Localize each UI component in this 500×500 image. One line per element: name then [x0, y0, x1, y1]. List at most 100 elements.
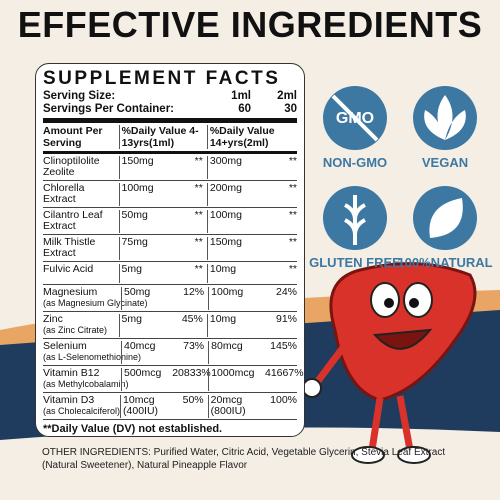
serving-value: 1ml — [231, 90, 251, 102]
ingredient-source: (as Methylcobalamin) — [43, 379, 129, 389]
ingredient-source: (as Cholecalciferol) — [43, 406, 121, 416]
amount-cell: 10mg — [206, 313, 266, 337]
dv-cell: 100% — [270, 393, 297, 406]
amount-cell: 50mg — [121, 286, 174, 310]
dv-cell: 45% — [181, 312, 203, 325]
dv-cell: ** — [288, 154, 297, 167]
serving-info: Serving Size: 1ml 2ml Servings Per Containe… — [43, 90, 297, 116]
serving-value: 30 — [284, 103, 297, 115]
amount-cell: 5mg — [118, 313, 172, 337]
amount-cell: 40mcg — [121, 340, 174, 364]
dv-cell: 50% — [182, 393, 204, 406]
facts-row: Cilantro Leaf Extract 50mg ** 100mg ** — [43, 208, 297, 235]
ingredient-name: Chlorella Extract — [43, 181, 85, 205]
dv-cell: 24% — [275, 285, 297, 298]
facts-row: Fulvic Acid 5mg ** 10mg ** — [43, 262, 297, 285]
ingredient-cell: Magnesium (as Magnesium Glycinate) — [43, 285, 148, 310]
dv-cell: ** — [288, 262, 297, 275]
ingredient-cell: Fulvic Acid — [43, 262, 119, 283]
other-ingredients: OTHER INGREDIENTS: Purified Water, Citri… — [42, 447, 446, 471]
serving-value: 2ml — [277, 90, 297, 102]
badge-label: 100%NATURAL — [397, 255, 493, 270]
amount-cell: 300mg — [206, 155, 266, 179]
dv-cell: ** — [288, 208, 297, 221]
header-cell: %Daily Value 14+yrs(2ml) — [206, 125, 297, 149]
ingredient-cell: Milk Thistle Extract — [43, 235, 119, 260]
ingredient-cell: Clinoptilolite Zeolite — [43, 154, 119, 179]
ingredient-cell: Selenium (as L-Selenomethionine) — [43, 339, 142, 364]
dv-cell: 73% — [183, 339, 205, 352]
facts-row: Vitamin B12 (as Methylcobalamin) 500mcg 208… — [43, 366, 304, 393]
ingredient-name: Milk Thistle Extract — [43, 235, 96, 259]
table-header: Amount Per Serving %Daily Value 4-13yrs(… — [43, 123, 297, 154]
facts-row: Selenium (as L-Selenomethionine) 40mcg 73% 8… — [43, 339, 297, 366]
header-cell: %Daily Value 4-13yrs(1ml) — [118, 125, 207, 149]
amount-cell: 100mg — [206, 209, 266, 233]
facts-row: Milk Thistle Extract 75mg ** 150mg ** — [43, 235, 297, 262]
title: EFFECTIVE INGREDIENTS — [17, 4, 483, 45]
amount-cell: 200mg — [206, 182, 266, 206]
dv-cell: 91% — [275, 312, 297, 325]
serving-row: Serving Size: 1ml 2ml — [43, 90, 297, 103]
amount-cell: 50mg — [118, 209, 172, 233]
facts-panel: SUPPLEMENT FACTS Serving Size: 1ml 2ml Serv… — [35, 63, 305, 437]
ingredient-source: (as Magnesium Glycinate) — [43, 298, 148, 308]
amount-cell: 100mg — [208, 286, 266, 310]
serving-label: Servings Per Container: — [43, 103, 175, 115]
badge-icons: GMO — [323, 86, 477, 250]
ingredient-source: (as Zinc Citrate) — [43, 325, 108, 335]
dv-cell: 20833% — [172, 366, 211, 379]
ingredient-cell: Vitamin D3 (as Cholecalciferol) — [43, 393, 121, 418]
ingredient-source: (as L-Selenomethionine) — [43, 352, 142, 362]
ingredient-name: Vitamin D3 — [43, 393, 95, 406]
dv-cell: 145% — [270, 339, 297, 352]
badge-label: VEGAN — [421, 155, 469, 170]
facts-row: Clinoptilolite Zeolite 150mg ** 300mg ** — [43, 154, 297, 181]
dv-cell: 41667% — [265, 366, 304, 379]
divider — [43, 118, 297, 123]
facts-row: Chlorella Extract 100mg ** 200mg ** — [43, 181, 297, 208]
ingredient-name: Selenium — [43, 339, 87, 352]
dv-cell: ** — [288, 181, 297, 194]
footnote: **Daily Value (DV) not established. — [43, 423, 223, 435]
serving-value: 60 — [238, 103, 251, 115]
ingredient-cell: Vitamin B12 (as Methylcobalamin) — [43, 366, 129, 391]
dv-cell: ** — [194, 181, 203, 194]
serving-label: Serving Size: — [43, 90, 116, 102]
dv-cell: ** — [194, 262, 203, 275]
ingredient-cell: Cilantro Leaf Extract — [43, 208, 119, 233]
facts-row: Magnesium (as Magnesium Glycinate) 50mg 12%… — [43, 285, 297, 312]
amount-cell: 75mg — [118, 236, 172, 260]
amount-cell: 80mcg — [208, 340, 266, 364]
badge-label: NON-GMO — [322, 155, 388, 170]
dv-cell: ** — [194, 235, 203, 248]
dv-cell: 12% — [183, 285, 205, 298]
amount-cell: 10mcg (400IU) — [120, 394, 173, 418]
facts-row: Vitamin D3 (as Cholecalciferol) 10mcg (400… — [43, 393, 297, 420]
ingredient-name: Zinc — [43, 312, 63, 325]
ingredient-name: Fulvic Acid — [43, 262, 94, 275]
facts-title: SUPPLEMENT FACTS — [43, 68, 281, 89]
ingredient-name: Cilantro Leaf Extract — [43, 208, 103, 232]
ingredient-cell: Chlorella Extract — [43, 181, 119, 206]
ingredient-cell: Zinc (as Zinc Citrate) — [43, 312, 119, 337]
table-body: Clinoptilolite Zeolite 150mg ** 300mg ** Chlo… — [43, 154, 304, 420]
dv-cell: ** — [194, 208, 203, 221]
header-cell: Amount Per Serving — [43, 125, 103, 149]
ingredient-name: Magnesium — [43, 285, 98, 298]
amount-cell: 100mg — [118, 182, 172, 206]
serving-row: Servings Per Container: 60 30 — [43, 103, 297, 116]
amount-cell: 150mg — [206, 236, 266, 260]
facts-row: Zinc (as Zinc Citrate) 5mg 45% 10mg 91% — [43, 312, 297, 339]
dv-cell: ** — [194, 154, 203, 167]
amount-cell: 20mcg (800IU) — [207, 394, 267, 418]
ingredient-name: Vitamin B12 — [43, 366, 100, 379]
amount-cell: 500mcg — [121, 367, 172, 391]
ingredient-name: Clinoptilolite Zeolite — [43, 154, 100, 178]
dv-cell: ** — [288, 235, 297, 248]
liver-mascot — [302, 262, 477, 464]
amount-cell: 150mg — [118, 155, 172, 179]
badge-label: GLUTEN FREE — [309, 255, 401, 270]
amount-cell: 1000mcg — [208, 367, 265, 391]
